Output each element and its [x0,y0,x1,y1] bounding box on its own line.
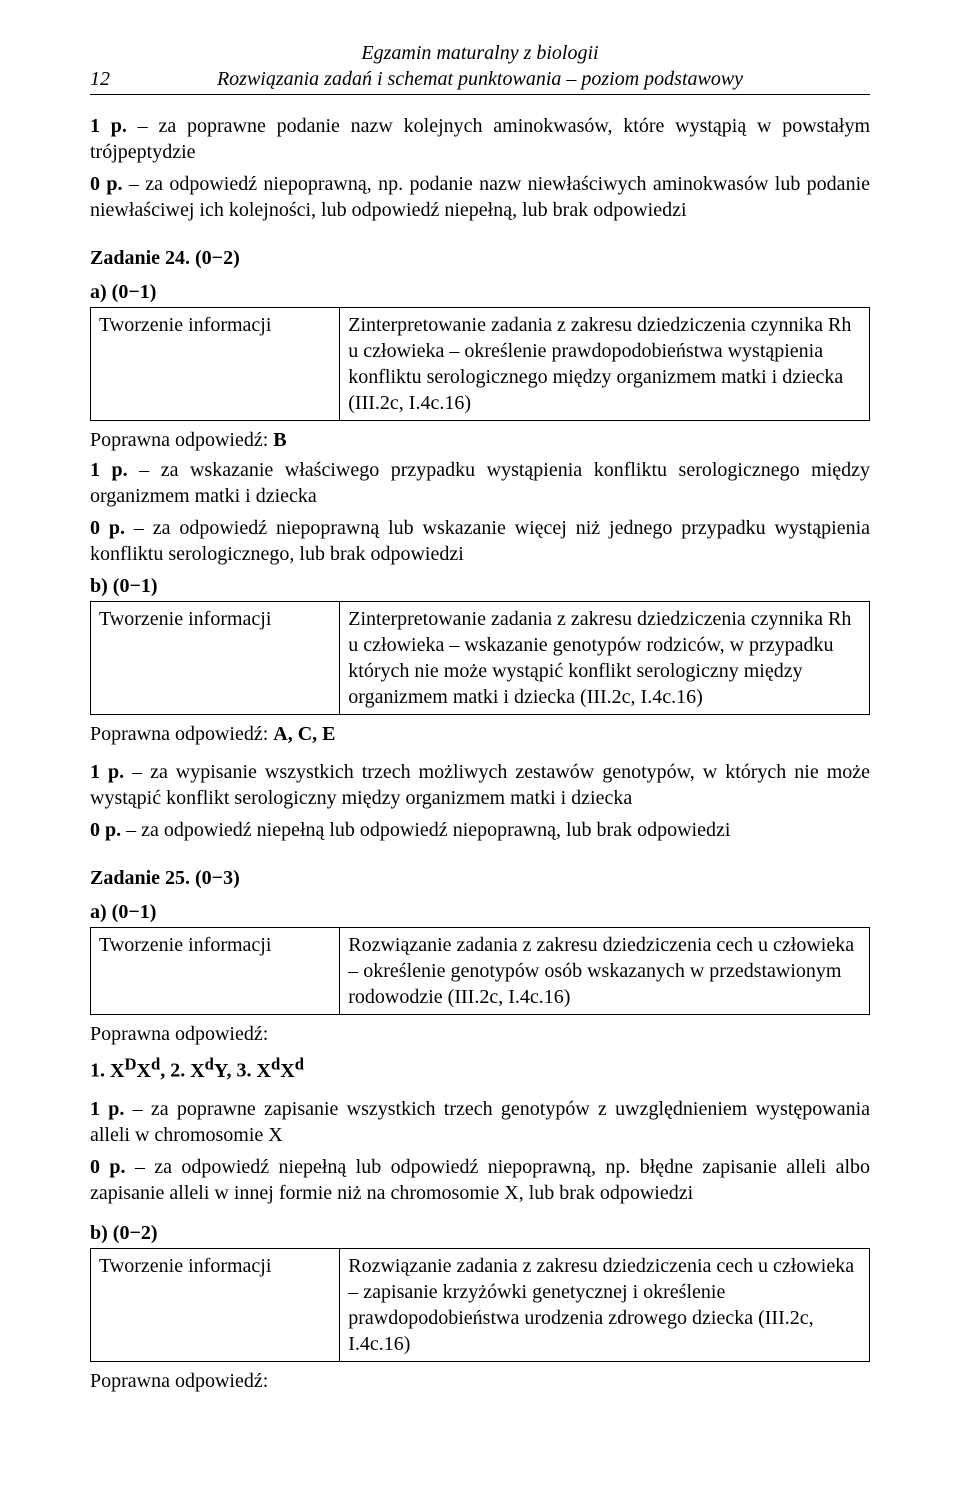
table-cell-right: Rozwiązanie zadania z zakresu dziedzicze… [340,1248,870,1361]
z24-b-table: Tworzenie informacji Zinterpretowanie za… [90,601,870,715]
zadanie-24-title: Zadanie 24. (0−2) [90,245,870,271]
z25-a-0p: 0 p. – za odpowiedź niepełną lub odpowie… [90,1154,870,1206]
answer-label-text: Poprawna odpowiedź: [90,429,273,451]
page: 12 Egzamin maturalny z biologii Rozwiąza… [0,0,960,1490]
z25-b-label: b) (0−2) [90,1220,870,1246]
point-label: 1 p. [90,1098,124,1120]
table-cell-left: Tworzenie informacji [91,602,340,715]
header-title-1: Egzamin maturalny z biologii [130,40,830,66]
z24-b-answer: Poprawna odpowiedź: A, C, E [90,721,870,747]
point-label: 1 p. [90,459,128,481]
point-label: 0 p. [90,173,122,195]
answer-value: A, C, E [273,723,335,745]
z24-b-0p: 0 p. – za odpowiedź niepełną lub odpowie… [90,817,870,843]
page-header: 12 Egzamin maturalny z biologii Rozwiąza… [90,40,870,92]
point-text: – za wskazanie właściwego przypadku wyst… [90,459,870,507]
z25-a-table: Tworzenie informacji Rozwiązanie zadania… [90,927,870,1015]
point-label: 1 p. [90,761,124,783]
top-0p: 0 p. – za odpowiedź niepoprawną, np. pod… [90,171,870,223]
z25-genotypes: 1. XDXd, 2. XdY, 3. XdXd [90,1053,870,1084]
table-cell-right: Rozwiązanie zadania z zakresu dziedzicze… [340,928,870,1015]
point-label: 0 p. [90,819,121,841]
z25-b-answer-label: Poprawna odpowiedź: [90,1368,870,1394]
z24-a-answer: Poprawna odpowiedź: B [90,427,870,453]
header-titles: Egzamin maturalny z biologii Rozwiązania… [130,40,830,92]
z25-a-label: a) (0−1) [90,899,870,925]
z25-a-answer-label: Poprawna odpowiedź: [90,1021,870,1047]
point-text: – za odpowiedź niepoprawną lub wskazanie… [90,517,870,565]
geno-sep-1: , [160,1060,170,1082]
table-cell-left: Tworzenie informacji [91,1248,340,1361]
geno-num-2: 2. [170,1060,190,1082]
page-number: 12 [90,66,130,92]
zadanie-25-title: Zadanie 25. (0−3) [90,865,870,891]
answer-label-text: Poprawna odpowiedź: [90,723,273,745]
table-cell-left: Tworzenie informacji [91,308,340,421]
point-label: 1 p. [90,115,127,137]
z24-b-1p: 1 p. – za wypisanie wszystkich trzech mo… [90,759,870,811]
geno-num-1: 1. [90,1060,110,1082]
z25-b-table: Tworzenie informacji Rozwiązanie zadania… [90,1248,870,1362]
point-label: 0 p. [90,1156,126,1178]
table-cell-left: Tworzenie informacji [91,928,340,1015]
geno-sep-2: , [227,1060,237,1082]
geno-3: XdXd [257,1060,304,1082]
z24-a-table: Tworzenie informacji Zinterpretowanie za… [90,307,870,421]
point-text: – za poprawne zapisanie wszystkich trzec… [90,1098,870,1146]
z24-a-1p: 1 p. – za wskazanie właściwego przypadku… [90,457,870,509]
table-cell-right: Zinterpretowanie zadania z zakresu dzied… [340,308,870,421]
table-cell-right: Zinterpretowanie zadania z zakresu dzied… [340,602,870,715]
z24-b-label: b) (0−1) [90,573,870,599]
geno-2: XdY [190,1060,226,1082]
point-text: – za odpowiedź niepełną lub odpowiedź ni… [121,819,730,841]
header-title-2: Rozwiązania zadań i schemat punktowania … [130,66,830,92]
answer-value: B [273,429,286,451]
z25-a-1p: 1 p. – za poprawne zapisanie wszystkich … [90,1096,870,1148]
z24-a-0p: 0 p. – za odpowiedź niepoprawną lub wska… [90,515,870,567]
z24-a-label: a) (0−1) [90,279,870,305]
header-rule [90,94,870,95]
geno-1: XDXd [110,1060,160,1082]
point-text: – za odpowiedź niepoprawną, np. podanie … [90,173,870,221]
point-text: – za odpowiedź niepełną lub odpowiedź ni… [90,1156,870,1204]
point-text: – za wypisanie wszystkich trzech możliwy… [90,761,870,809]
geno-num-3: 3. [237,1060,257,1082]
point-label: 0 p. [90,517,125,539]
point-text: – za poprawne podanie nazw kolejnych ami… [90,115,870,163]
top-1p: 1 p. – za poprawne podanie nazw kolejnyc… [90,113,870,165]
